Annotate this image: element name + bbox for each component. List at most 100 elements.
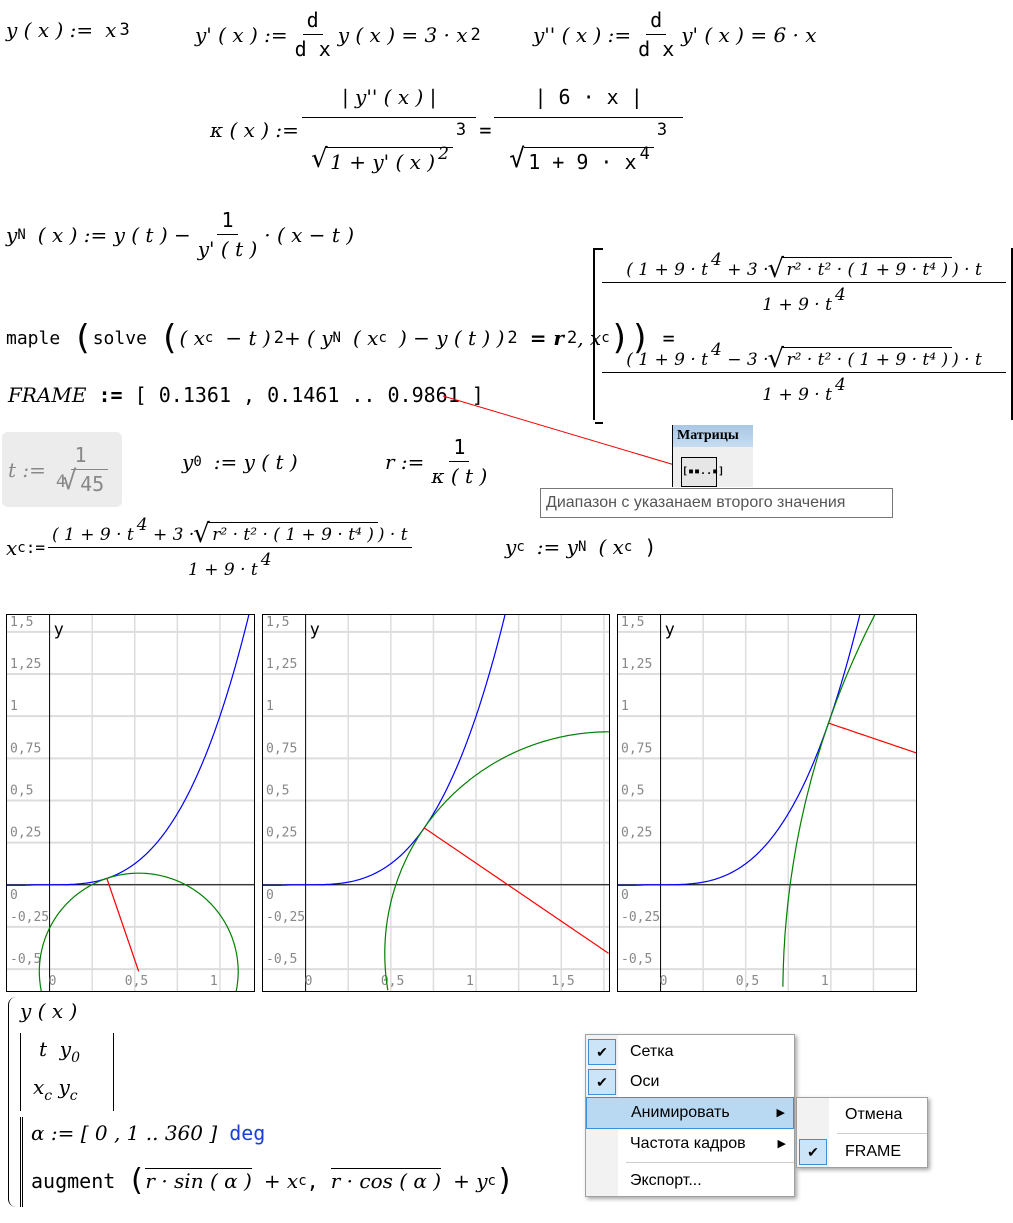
y-axis-label: y (665, 620, 675, 640)
text: ( 1 + 9 · t (626, 260, 708, 280)
matrices-toolbar: Матрицы [▪▪..▪] (672, 425, 753, 487)
y-tick-label: 1 (621, 699, 629, 714)
menu-item-frame[interactable]: ✔ FRAME (797, 1137, 927, 1167)
text: ) (644, 535, 657, 559)
plot-program[interactable]: y ( x ) t y0 xc yc α := [ 0 , 1 .. 360 ]… (8, 995, 538, 1215)
y-tick-label: 0 (621, 888, 629, 903)
formula-frame[interactable]: FRAME := [ 0.1361 , 0.1461 .. 0.9861 ] (8, 383, 484, 407)
menu-item-export[interactable]: Экспорт... (586, 1166, 794, 1196)
plot-frame-2[interactable]: 1,5 1,25 1 0,75 0,5 0,25 0 -0,25 -0,5 0 0,5 1 1,5 y (262, 614, 610, 992)
y-tick-label: 1,25 (10, 657, 41, 672)
text: y (182, 450, 194, 474)
check-icon: ✔ (799, 1139, 827, 1165)
text: κ ( x ) := (210, 117, 299, 142)
text: y'' ( x ) := (533, 22, 632, 47)
context-menu: ✔ Сетка ✔ Оси Анимировать ▶ Частота кадров ▶… (585, 1034, 795, 1197)
menu-item-grid[interactable]: ✔ Сетка (586, 1037, 794, 1067)
formula-curvature[interactable]: κ ( x ) := | y'' ( x ) | 1 + y' ( x )23 … (210, 85, 686, 174)
text: · ( x − t ) (264, 222, 355, 247)
exponent: 2 (566, 328, 578, 348)
text: x (33, 1075, 45, 1099)
tooltip: Диапазон с указанаем второго значения (540, 488, 893, 518)
normal-segment (106, 878, 140, 972)
menu-item-axes[interactable]: ✔ Оси (586, 1067, 794, 1097)
d-denominator: d x (638, 37, 675, 61)
y-tick-label: 1,25 (266, 657, 297, 672)
text: ( 1 + 9 · t (626, 350, 708, 370)
text: ) · t (377, 525, 408, 545)
menu-label: FRAME (845, 1143, 901, 1160)
subscript: c (601, 330, 610, 346)
formula-t-definition[interactable]: t := 1445 (2, 432, 122, 507)
menu-item-frame-rate[interactable]: Частота кадров ▶ (586, 1129, 794, 1159)
x-tick-label: 0 (660, 974, 668, 989)
y-axis-label: y (310, 620, 320, 640)
text: y (58, 1075, 70, 1099)
y-tick-label: 1,25 (621, 657, 652, 672)
range-step-button[interactable]: [▪▪..▪] (681, 457, 724, 487)
plot-frame-3[interactable]: 1,5 1,25 1 0,75 0,5 0,25 0 -0,25 -0,5 0 0,5 1 y (617, 614, 917, 992)
normal-segment (828, 722, 916, 754)
exponent: 2 (507, 328, 518, 348)
y-tick-label: -0,5 (621, 952, 652, 967)
check-icon: ✔ (588, 1039, 616, 1065)
exponent: 3 (656, 120, 668, 140)
text: 1 + 9 · t (188, 560, 258, 580)
text: y ( x ) (20, 999, 78, 1023)
subscript: c (378, 330, 387, 346)
x-tick-label: 0,5 (736, 974, 759, 989)
text: := y (536, 535, 578, 559)
text: = r (529, 326, 564, 350)
subscript: c (44, 1088, 53, 1104)
subscript: c (623, 539, 633, 555)
matrix: t y0 xc yc (20, 1033, 114, 1111)
y-tick-label: 0,75 (621, 741, 652, 756)
subscript: c (516, 539, 525, 555)
formula-xc[interactable]: xc:= ( 1 + 9 · t4 + 3 ·r² · t² · ( 1 + 9… (6, 515, 415, 580)
menu-label: Оси (630, 1073, 660, 1090)
x-tick-label: 1 (821, 974, 829, 989)
text: α := [ 0 , 1 .. 360 ] (31, 1121, 218, 1145)
text: 1 + 9 · t (762, 385, 832, 405)
menu-item-animate[interactable]: Анимировать ▶ (586, 1097, 794, 1129)
plot-canvas: 1,5 1,25 1 0,75 0,5 0,25 0 -0,25 -0,5 0 0,5 1 y (618, 615, 916, 991)
text: − t ) (225, 326, 271, 350)
y-tick-label: 1,5 (621, 615, 644, 630)
text: 1 + 9 · x (528, 150, 637, 174)
subscript: c (69, 1088, 78, 1104)
equals: = (662, 326, 675, 350)
text: ) · t (952, 350, 982, 370)
x-tick-label: 0 (305, 974, 313, 989)
assign: := (25, 538, 45, 557)
text: + 3 · (152, 525, 195, 545)
text: x (6, 535, 18, 560)
frame-variable: FRAME (8, 383, 87, 407)
exponent: 4 (834, 285, 846, 305)
submenu-arrow-icon: ▶ (776, 1107, 785, 1119)
text: y (6, 222, 18, 247)
submenu-arrow-icon: ▶ (777, 1138, 786, 1150)
y-tick-label: 0,25 (10, 826, 41, 841)
text: + x (263, 1168, 299, 1193)
menu-item-cancel[interactable]: Отмена (797, 1100, 927, 1130)
y-tick-label: 1 (266, 699, 274, 714)
x-tick-label: 1 (466, 974, 474, 989)
plot-frame-1[interactable]: 1,5 1,25 1 0,75 0,5 0,25 0 -0,25 -0,5 0 0,5 1 y (6, 614, 255, 992)
vectorized: r · cos ( α ) (330, 1168, 442, 1193)
y-tick-label: 0,5 (266, 783, 289, 798)
divider (626, 1162, 794, 1163)
unit-deg: deg (229, 1121, 266, 1145)
curve-x-cubed (263, 615, 506, 886)
exponent: 4 (834, 375, 846, 395)
divider (837, 1133, 927, 1134)
text: ( x ) := y ( t ) − (37, 222, 191, 247)
y-tick-label: 1,5 (10, 615, 33, 630)
